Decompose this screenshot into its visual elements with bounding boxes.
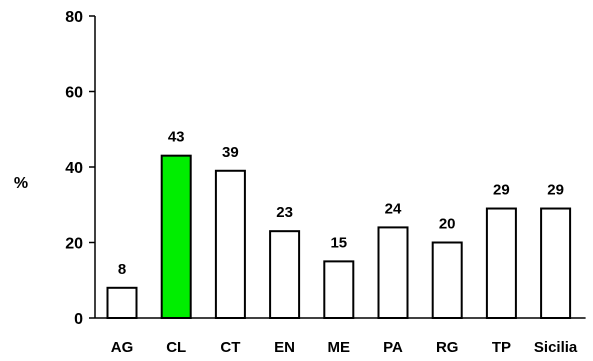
bar-sicilia bbox=[540, 207, 572, 319]
y-axis: 0 20 40 60 80 bbox=[65, 9, 96, 328]
x-tick-label-rg: RG bbox=[436, 339, 459, 356]
x-axis: AG CL CT EN ME PA RG TP Sicilia bbox=[95, 317, 586, 356]
y-tick-label: 80 bbox=[65, 9, 83, 26]
data-labels: 8 43 39 23 15 24 20 29 29 bbox=[118, 129, 564, 278]
bar-me bbox=[323, 260, 355, 319]
x-tick-label-cl: CL bbox=[166, 339, 186, 356]
data-label-tp: 29 bbox=[493, 182, 510, 199]
y-tick-label: 40 bbox=[65, 160, 83, 177]
x-tick-label-ag: AG bbox=[111, 339, 134, 356]
bar-ag bbox=[106, 286, 138, 319]
bar-pa bbox=[377, 226, 409, 319]
data-label-sicilia: 29 bbox=[547, 182, 564, 199]
x-tick-label-sicilia: Sicilia bbox=[534, 339, 578, 356]
bar-tp bbox=[485, 207, 517, 319]
x-tick-label-me: ME bbox=[328, 339, 351, 356]
bar-ct bbox=[214, 169, 246, 319]
y-tick-label: 0 bbox=[74, 311, 83, 328]
y-tick-label: 60 bbox=[65, 85, 83, 102]
x-tick-label-tp: TP bbox=[492, 339, 511, 356]
x-tick-label-en: EN bbox=[274, 339, 295, 356]
y-tick-label: 20 bbox=[65, 236, 83, 253]
x-tick-label-ct: CT bbox=[220, 339, 240, 356]
data-label-en: 23 bbox=[276, 204, 293, 221]
bar-rg bbox=[431, 241, 463, 319]
bar-en bbox=[269, 230, 301, 319]
data-label-rg: 20 bbox=[439, 216, 456, 233]
data-label-pa: 24 bbox=[385, 200, 402, 217]
data-label-me: 15 bbox=[330, 234, 347, 251]
bar-cl bbox=[160, 154, 192, 319]
x-tick-label-pa: PA bbox=[383, 339, 403, 356]
data-label-ct: 39 bbox=[222, 144, 239, 161]
y-axis-label: % bbox=[14, 175, 28, 192]
data-label-cl: 43 bbox=[168, 129, 185, 146]
bars bbox=[106, 154, 572, 319]
data-label-ag: 8 bbox=[118, 261, 126, 278]
